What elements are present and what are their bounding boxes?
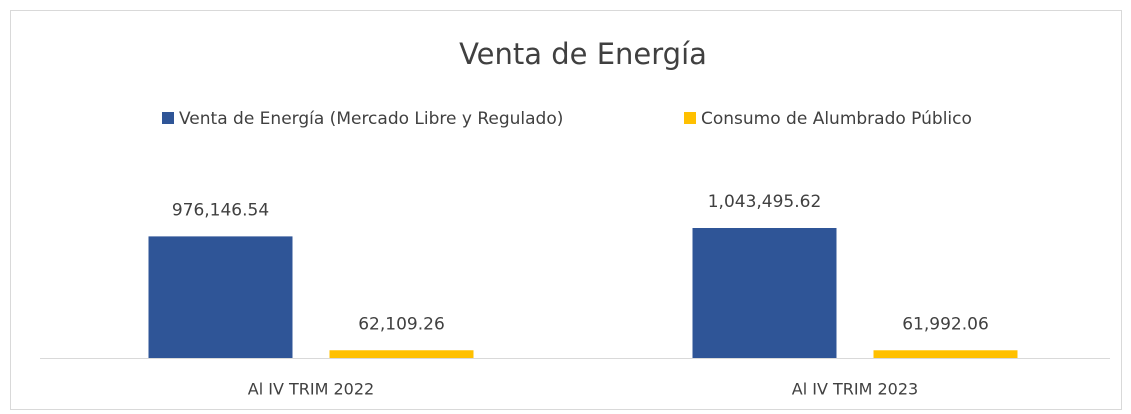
legend-swatch xyxy=(684,112,696,124)
data-label: 61,992.06 xyxy=(902,314,989,334)
x-tick-label: Al IV TRIM 2023 xyxy=(792,380,918,399)
bar xyxy=(873,350,1018,358)
bar xyxy=(148,236,293,358)
data-label: 62,109.26 xyxy=(358,314,445,334)
data-label: 1,043,495.62 xyxy=(708,192,822,212)
x-tick-label: Al IV TRIM 2022 xyxy=(248,380,374,399)
bar xyxy=(329,350,474,358)
data-label: 976,146.54 xyxy=(172,200,269,220)
bar xyxy=(692,228,837,358)
legend-swatch xyxy=(162,112,174,124)
legend-label: Venta de Energía (Mercado Libre y Regula… xyxy=(179,109,563,129)
chart-title: Venta de Energía xyxy=(459,37,707,71)
legend-label: Consumo de Alumbrado Público xyxy=(701,109,972,129)
